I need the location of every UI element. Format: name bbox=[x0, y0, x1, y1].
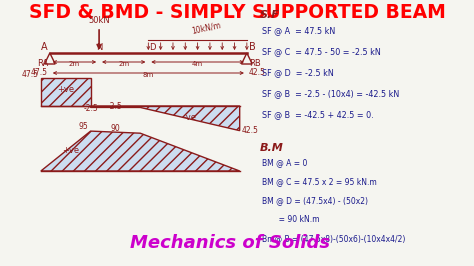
Text: 2m: 2m bbox=[69, 61, 80, 67]
Polygon shape bbox=[41, 78, 91, 106]
Text: Bm@ B = (47.5x8)-(50x6)-(10x4x4/2): Bm@ B = (47.5x8)-(50x6)-(10x4x4/2) bbox=[262, 234, 405, 243]
Text: -ve: -ve bbox=[183, 113, 197, 122]
Text: Mechanics of Solids: Mechanics of Solids bbox=[130, 234, 330, 252]
Text: B.M: B.M bbox=[259, 143, 283, 153]
Polygon shape bbox=[91, 106, 240, 131]
Text: 42.5: 42.5 bbox=[241, 126, 258, 135]
Text: SF @ D  = -2.5 kN: SF @ D = -2.5 kN bbox=[262, 68, 334, 77]
Text: SF @ C  = 47.5 - 50 = -2.5 kN: SF @ C = 47.5 - 50 = -2.5 kN bbox=[262, 47, 381, 56]
Text: 50kN: 50kN bbox=[88, 16, 110, 25]
Text: RA: RA bbox=[37, 59, 48, 68]
Text: A: A bbox=[40, 42, 47, 52]
Text: B: B bbox=[249, 42, 255, 52]
Text: SF @ B  = -2.5 - (10x4) = -42.5 kN: SF @ B = -2.5 - (10x4) = -42.5 kN bbox=[262, 89, 399, 98]
Text: 47.5: 47.5 bbox=[22, 70, 39, 80]
Text: 2m: 2m bbox=[118, 61, 129, 67]
Text: 42.5: 42.5 bbox=[249, 68, 265, 77]
Text: SFD & BMD - SIMPLY SUPPORTED BEAM: SFD & BMD - SIMPLY SUPPORTED BEAM bbox=[28, 3, 446, 22]
Text: BM @ D = (47.5x4) - (50x2): BM @ D = (47.5x4) - (50x2) bbox=[262, 196, 368, 205]
Text: S.F: S.F bbox=[259, 10, 279, 20]
Text: -2.5: -2.5 bbox=[83, 105, 98, 114]
Text: 90: 90 bbox=[110, 124, 120, 133]
Text: D: D bbox=[149, 43, 156, 52]
Text: 47.5: 47.5 bbox=[31, 68, 48, 77]
Text: BM @ A = 0: BM @ A = 0 bbox=[262, 158, 308, 167]
Text: 10kN/m: 10kN/m bbox=[191, 20, 222, 35]
Text: -2.5: -2.5 bbox=[108, 102, 123, 111]
Text: 8m: 8m bbox=[143, 72, 154, 78]
Text: 4m: 4m bbox=[192, 61, 203, 67]
Text: +ve: +ve bbox=[63, 146, 80, 155]
Text: = 90 kN.m: = 90 kN.m bbox=[262, 215, 319, 224]
Text: SF @ B  = -42.5 + 42.5 = 0.: SF @ B = -42.5 + 42.5 = 0. bbox=[262, 110, 374, 119]
Text: BM @ C = 47.5 x 2 = 95 kN.m: BM @ C = 47.5 x 2 = 95 kN.m bbox=[262, 177, 377, 186]
Text: 95: 95 bbox=[78, 122, 88, 131]
Text: SF @ A  = 47.5 kN: SF @ A = 47.5 kN bbox=[262, 26, 335, 35]
Text: RB: RB bbox=[249, 59, 260, 68]
Text: N: N bbox=[96, 43, 102, 52]
Text: +ve: +ve bbox=[57, 85, 74, 94]
Polygon shape bbox=[41, 131, 240, 171]
